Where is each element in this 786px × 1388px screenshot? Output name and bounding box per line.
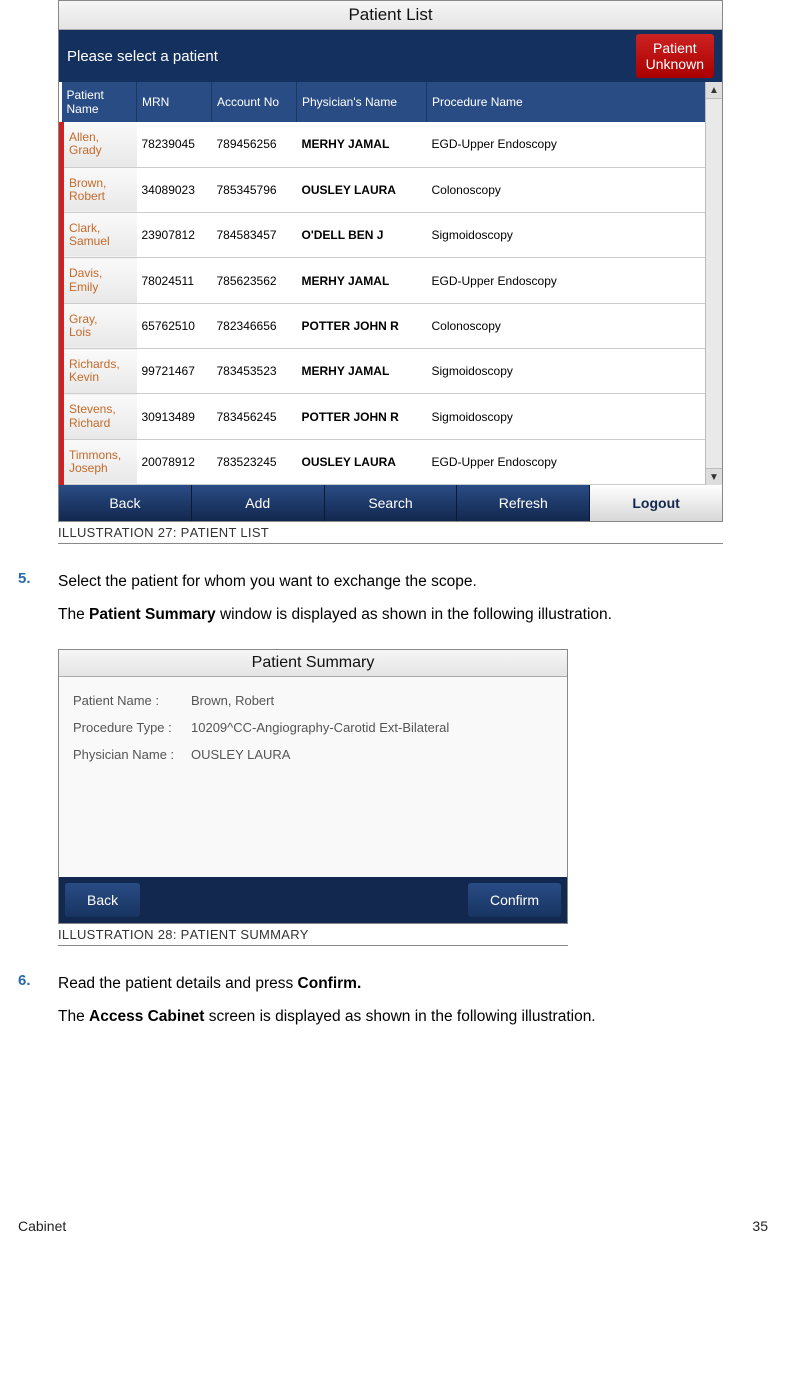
cap-num: 27 [158,525,173,540]
patient-list-screenshot: Patient List Please select a patient Pat… [58,0,723,522]
cell-mrn: 34089023 [137,167,212,212]
cell-patient-name[interactable]: Clark,Samuel [62,212,137,257]
cell-patient-name[interactable]: Davis,Emily [62,258,137,303]
cell-procedure: Colonoscopy [427,303,706,348]
col-mrn[interactable]: MRN [137,82,212,122]
col-account[interactable]: Account No [212,82,297,122]
cell-procedure: Colonoscopy [427,167,706,212]
cell-account: 783523245 [212,439,297,484]
cell-physician: MERHY JAMAL [297,349,427,394]
patient-table: Patient Name MRN Account No Physician's … [59,82,705,485]
step-5-number: 5. [18,570,42,627]
summary-confirm-button[interactable]: Confirm [468,883,561,917]
cell-account: 785345796 [212,167,297,212]
step-6-line1: Read the patient details and press Confi… [58,972,768,995]
cell-physician: OUSLEY LAURA [297,167,427,212]
step-6-line2: The Access Cabinet screen is displayed a… [58,1005,768,1028]
table-row[interactable]: Stevens,Richard30913489783456245POTTER J… [62,394,706,439]
step-5-line1: Select the patient for whom you want to … [58,570,768,593]
cell-procedure: EGD-Upper Endoscopy [427,122,706,167]
cell-physician: POTTER JOHN R [297,394,427,439]
cell-mrn: 20078912 [137,439,212,484]
cell-mrn: 30913489 [137,394,212,439]
cell-physician: MERHY JAMAL [297,122,427,167]
table-row[interactable]: Timmons,Joseph20078912783523245OUSLEY LA… [62,439,706,484]
vertical-scrollbar[interactable]: ▲ ▼ [705,82,722,485]
cell-procedure: Sigmoidoscopy [427,212,706,257]
patient-unknown-line1: Patient [646,40,704,56]
cell-physician: POTTER JOHN R [297,303,427,348]
cell-account: 783456245 [212,394,297,439]
value-procedure-type: 10209^CC-Angiography-Carotid Ext-Bilater… [191,720,449,735]
table-row[interactable]: Gray,Lois65762510782346656POTTER JOHN RC… [62,303,706,348]
search-button[interactable]: Search [325,485,458,521]
summary-bottom-bar: Back Confirm [59,877,567,923]
step-6: 6. Read the patient details and press Co… [18,972,768,1029]
cell-patient-name[interactable]: Allen,Grady [62,122,137,167]
summary-back-button[interactable]: Back [65,883,140,917]
illustration-28-caption: ILLUSTRATION 28: PATIENT SUMMARY [58,927,568,946]
refresh-button[interactable]: Refresh [457,485,590,521]
cell-mrn: 23907812 [137,212,212,257]
cell-physician: O'DELL BEN J [297,212,427,257]
label-physician-name: Physician Name : [73,747,191,762]
cell-procedure: Sigmoidoscopy [427,394,706,439]
label-procedure-type: Procedure Type : [73,720,191,735]
footer-right: 35 [752,1218,768,1234]
logout-button[interactable]: Logout [590,485,722,521]
back-button[interactable]: Back [59,485,192,521]
step-5-line2: The Patient Summary window is displayed … [58,603,768,626]
summary-info: Patient Name : Brown, Robert Procedure T… [59,677,567,877]
cap-label: LLUSTRATION [62,525,154,540]
cell-account: 785623562 [212,258,297,303]
scroll-down-icon[interactable]: ▼ [706,468,722,485]
col-physician[interactable]: Physician's Name [297,82,427,122]
footer-left: Cabinet [18,1218,66,1234]
cell-procedure: EGD-Upper Endoscopy [427,258,706,303]
table-row[interactable]: Brown,Robert34089023785345796OUSLEY LAUR… [62,167,706,212]
cell-procedure: Sigmoidoscopy [427,349,706,394]
patient-summary-screenshot: Patient Summary Patient Name : Brown, Ro… [58,649,568,924]
table-row[interactable]: Clark,Samuel23907812784583457O'DELL BEN … [62,212,706,257]
instruction-text: Please select a patient [67,48,218,65]
add-button[interactable]: Add [192,485,325,521]
value-physician-name: OUSLEY LAURA [191,747,290,762]
cell-patient-name[interactable]: Stevens,Richard [62,394,137,439]
cell-patient-name[interactable]: Gray,Lois [62,303,137,348]
cell-patient-name[interactable]: Brown,Robert [62,167,137,212]
cell-mrn: 78024511 [137,258,212,303]
cell-account: 783453523 [212,349,297,394]
cell-account: 784583457 [212,212,297,257]
step-5: 5. Select the patient for whom you want … [18,570,768,627]
cell-patient-name[interactable]: Timmons,Joseph [62,439,137,484]
scroll-up-icon[interactable]: ▲ [706,82,722,99]
cell-patient-name[interactable]: Richards,Kevin [62,349,137,394]
sub-header: Please select a patient Patient Unknown [59,30,722,82]
cell-mrn: 65762510 [137,303,212,348]
cell-account: 782346656 [212,303,297,348]
cell-physician: MERHY JAMAL [297,258,427,303]
patient-unknown-button[interactable]: Patient Unknown [636,34,714,78]
patient-unknown-line2: Unknown [646,56,704,72]
illustration-27-caption: ILLUSTRATION 27: PATIENT LIST [58,525,723,544]
page-footer: Cabinet 35 [18,1218,768,1254]
value-patient-name: Brown, Robert [191,693,274,708]
summary-title: Patient Summary [59,650,567,677]
table-row[interactable]: Richards,Kevin99721467783453523MERHY JAM… [62,349,706,394]
col-patient-name[interactable]: Patient Name [62,82,137,122]
label-patient-name: Patient Name : [73,693,191,708]
table-row[interactable]: Allen,Grady78239045789456256MERHY JAMALE… [62,122,706,167]
cell-procedure: EGD-Upper Endoscopy [427,439,706,484]
step-6-number: 6. [18,972,42,1029]
cell-physician: OUSLEY LAURA [297,439,427,484]
col-procedure[interactable]: Procedure Name [427,82,706,122]
table-row[interactable]: Davis,Emily78024511785623562MERHY JAMALE… [62,258,706,303]
window-title: Patient List [59,1,722,30]
table-header-row: Patient Name MRN Account No Physician's … [62,82,706,122]
cell-account: 789456256 [212,122,297,167]
cap-title: ATIENT LIST [190,525,269,540]
cell-mrn: 78239045 [137,122,212,167]
bottom-toolbar: Back Add Search Refresh Logout [59,485,722,521]
cell-mrn: 99721467 [137,349,212,394]
